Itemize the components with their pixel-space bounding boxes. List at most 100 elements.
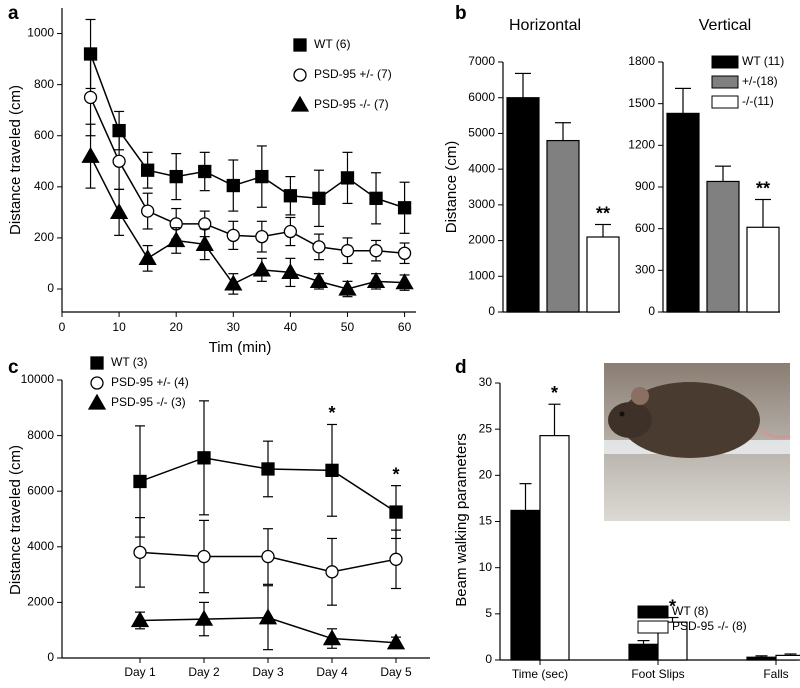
bar [628,643,659,661]
mouse-photo [604,363,791,521]
marker-circle [90,376,104,390]
marker-circle [369,244,383,258]
y-tick-label: 2000 [468,233,495,247]
bar [746,226,780,313]
marker-circle [197,549,211,564]
y-tick-label: 7000 [468,54,495,68]
x-tick-label: Day 2 [188,665,220,679]
y-tick-label: 15 [479,514,493,528]
y-tick-label: 10 [479,560,493,574]
marker-square [293,38,307,52]
marker-triangle [194,609,214,626]
marker-square [197,451,211,465]
marker-triangle [322,629,342,646]
y-tick-label: 300 [635,263,655,277]
y-tick-label: 900 [635,179,655,193]
marker-circle [112,154,126,168]
x-tick-label: 20 [170,320,184,334]
legend-label: PSD-95 +/- (4) [111,375,189,389]
annotation: * [551,383,558,403]
y-tick-label: 800 [34,77,54,91]
marker-triangle [138,249,157,266]
marker-circle [255,229,269,244]
y-tick-label: 3000 [468,197,495,211]
annotation: ** [756,178,770,198]
marker-square [133,474,147,489]
marker-circle [83,90,98,105]
x-tick-label: 50 [341,320,355,334]
y-tick-label: 1000 [27,26,54,40]
legend-swatch [711,75,739,89]
marker-circle [140,204,155,218]
y-tick-label: 20 [479,468,493,482]
legend-label: PSD-95 -/- (3) [111,395,186,409]
panel-label: b [455,3,467,24]
y-tick-label: 0 [47,650,54,664]
panel-label: a [8,3,19,24]
annotation: ** [596,203,610,223]
bar [510,509,541,661]
marker-square [369,191,383,205]
chart-title: Horizontal [509,17,581,34]
panel-label: c [8,357,19,378]
y-tick-label: 200 [34,230,54,244]
y-tick-label: 6000 [468,90,495,104]
legend-label: PSD-95 -/- (7) [314,97,389,111]
marker-circle [325,565,339,579]
y-tick-label: 8000 [27,428,54,442]
annotation: * [392,464,399,484]
marker-square [169,169,183,184]
legend-label: WT (3) [111,355,147,369]
marker-triangle [395,273,414,290]
bar [666,112,700,313]
x-tick-label: 60 [398,320,412,334]
x-tick-label: 10 [112,320,126,334]
marker-triangle [81,146,100,163]
marker-square [325,463,339,478]
marker-circle [261,549,275,564]
marker-circle [198,217,212,231]
x-tick-label: 0 [59,320,66,334]
y-tick-label: 6000 [27,483,54,497]
marker-circle [283,224,298,239]
marker-circle [340,244,355,258]
x-tick-label: Falls [763,667,788,681]
x-tick-label: 40 [284,320,298,334]
marker-square [140,163,155,177]
marker-circle [397,246,412,260]
y-tick-label: 10000 [21,372,55,386]
legend-swatch [637,620,669,634]
x-tick-label: Day 5 [380,665,412,679]
y-tick-label: 1800 [628,54,655,68]
y-axis-label: Beam walking parameters [453,433,470,606]
marker-triangle [258,608,278,625]
marker-square [397,201,412,215]
x-tick-label: Foot Slips [631,667,684,681]
marker-square [340,171,355,185]
marker-square [389,505,403,519]
legend-label: WT (8) [672,604,708,618]
legend-label: PSD-95 +/- (7) [314,67,392,81]
x-tick-label: Day 3 [252,665,284,679]
x-tick-label: Day 1 [124,665,156,679]
legend-label: +/-(18) [742,74,778,88]
marker-square [226,178,240,193]
y-tick-label: 600 [635,221,655,235]
legend-label: -/-(11) [742,94,774,108]
bar [706,180,740,313]
x-axis-label: Tim (min) [209,339,272,356]
legend-label: WT (11) [742,54,784,68]
y-axis-label: Distance traveled (cm) [7,85,24,235]
bar [539,435,570,661]
marker-triangle [167,231,186,248]
marker-square [261,462,275,476]
legend-swatch [711,55,739,69]
marker-triangle [366,272,386,288]
legend-label: PSD-95 -/- (8) [672,619,747,633]
y-tick-label: 2000 [27,595,54,609]
series-line [89,97,405,254]
y-tick-label: 600 [34,128,54,142]
legend-swatch [711,95,739,109]
panel-label: d [455,357,467,378]
